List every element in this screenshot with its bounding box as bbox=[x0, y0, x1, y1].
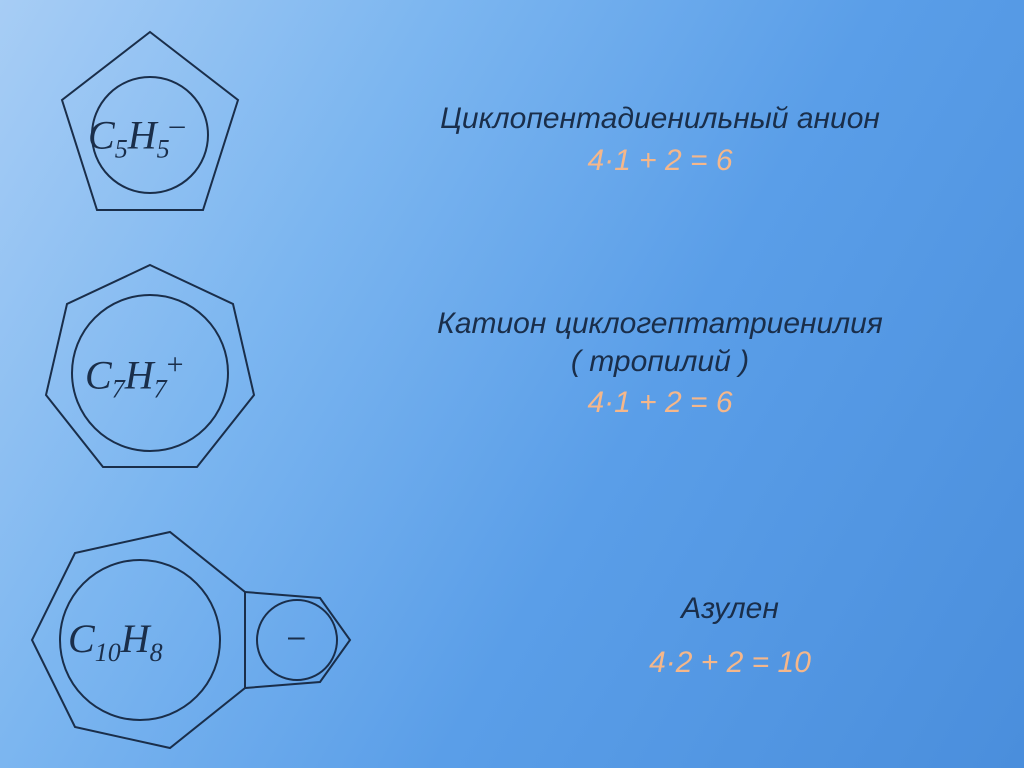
text-block-azulene: Азулен 4·2 + 2 = 10 bbox=[550, 590, 910, 680]
huckel-cyclopentadienyl: 4·1 + 2 = 6 bbox=[380, 144, 940, 178]
huckel-tropylium: 4·1 + 2 = 6 bbox=[380, 386, 940, 420]
name-tropylium: Катион циклогептатриенилия ( тропилий ) bbox=[380, 305, 940, 380]
formula-c-sub: 7 bbox=[112, 374, 125, 403]
formula-charge: – bbox=[170, 108, 185, 141]
formula-c10h8: C10H8 bbox=[68, 615, 163, 668]
diagram-azulene: C10H8 – bbox=[20, 520, 400, 760]
formula-c-sub: 10 bbox=[95, 638, 121, 667]
formula-h: H bbox=[121, 616, 150, 661]
formula-c: C bbox=[88, 112, 115, 157]
formula-h: H bbox=[128, 112, 157, 157]
diagram-tropylium: C7H7+ bbox=[30, 255, 270, 475]
diagram-cyclopentadienyl: C5H5– bbox=[40, 20, 260, 220]
formula-c7h7: C7H7+ bbox=[85, 348, 184, 404]
text-block-tropylium: Катион циклогептатриенилия ( тропилий ) … bbox=[380, 305, 940, 420]
formula-c-sub: 5 bbox=[115, 134, 128, 163]
name-azulene: Азулен bbox=[550, 590, 910, 628]
huckel-azulene: 4·2 + 2 = 10 bbox=[550, 646, 910, 680]
name-cyclopentadienyl: Циклопентадиенильный анион bbox=[380, 100, 940, 138]
formula-h: H bbox=[125, 352, 154, 397]
formula-c: C bbox=[68, 616, 95, 661]
formula-h-sub: 8 bbox=[150, 638, 163, 667]
formula-h-sub: 5 bbox=[157, 134, 170, 163]
formula-c5h5: C5H5– bbox=[88, 108, 185, 164]
azulene-inner-minus: – bbox=[288, 620, 305, 654]
formula-charge: + bbox=[167, 348, 184, 381]
formula-c: C bbox=[85, 352, 112, 397]
formula-h-sub: 7 bbox=[154, 374, 167, 403]
text-block-cyclopentadienyl: Циклопентадиенильный анион 4·1 + 2 = 6 bbox=[380, 100, 940, 178]
